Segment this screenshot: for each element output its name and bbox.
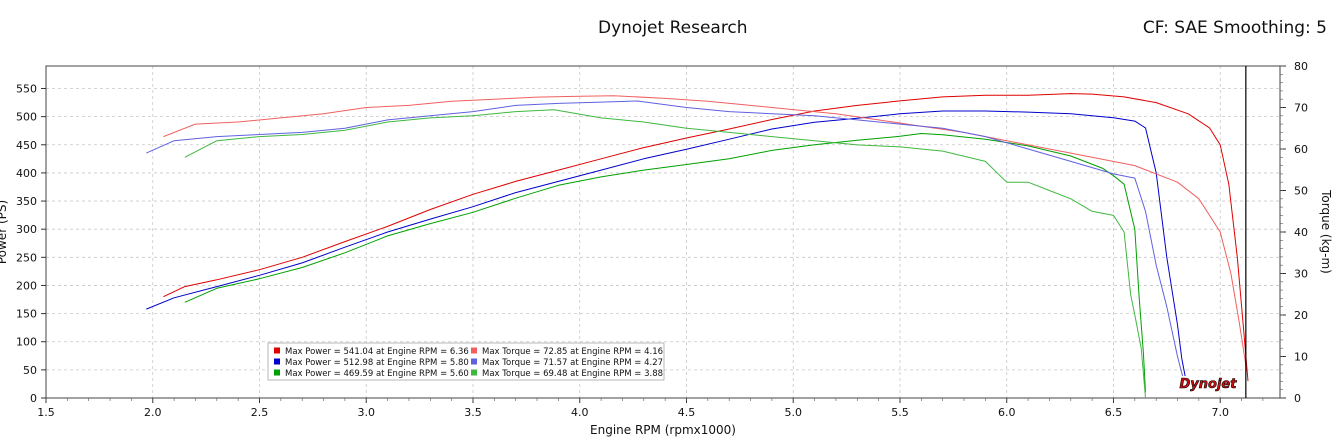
y2-tick-label: 30 — [1294, 268, 1308, 281]
y-tick-label: 350 — [16, 195, 37, 208]
correction-factor-label: CF: SAE Smoothing: 5 — [1142, 18, 1327, 38]
x-tick-label: 6.0 — [998, 406, 1016, 419]
y2-tick-label: 70 — [1294, 102, 1308, 115]
dynojet-logo: Dynojet — [1172, 376, 1244, 392]
series-line-torque3 — [184, 109, 1146, 399]
y2-tick-label: 50 — [1294, 185, 1308, 198]
y-tick-label: 150 — [16, 308, 37, 321]
y-axis-label: Power (PS) — [0, 200, 9, 264]
series-line-power1 — [163, 93, 1249, 382]
y2-axis-label: Torque (kg-m) — [1319, 189, 1333, 274]
x-axis-label: Engine RPM (rpmx1000) — [590, 423, 736, 437]
y-axis-right: 0 10 20 30 40 50 60 70 80 — [1280, 60, 1308, 405]
x-tick-label: 2.5 — [251, 406, 269, 419]
x-tick-label: 5.0 — [784, 406, 802, 419]
y-tick-label: 0 — [30, 392, 37, 405]
series-line-torque1 — [163, 95, 1247, 365]
series-group — [146, 93, 1249, 399]
y-tick-label: 300 — [16, 223, 37, 236]
legend-entry: Max Torque = 72.85 at Engine RPM = 4.16 — [482, 347, 663, 357]
y-tick-label: 550 — [16, 83, 37, 96]
y2-tick-label: 40 — [1294, 226, 1308, 239]
legend-swatch — [274, 347, 280, 354]
y2-tick-label: 0 — [1294, 392, 1301, 405]
series-line-power2 — [146, 110, 1187, 382]
y-tick-label: 50 — [23, 364, 37, 377]
legend-swatch — [471, 358, 477, 365]
series-line-torque2 — [146, 100, 1187, 390]
y-tick-label: 500 — [16, 111, 37, 124]
legend: Max Power = 541.04 at Engine RPM = 6.36M… — [267, 342, 665, 381]
y-tick-label: 200 — [16, 279, 37, 292]
legend-swatch — [471, 369, 477, 376]
x-tick-label: 5.5 — [891, 406, 909, 419]
y2-tick-label: 60 — [1294, 143, 1308, 156]
y-tick-label: 250 — [16, 251, 37, 264]
legend-entry: Max Power = 541.04 at Engine RPM = 6.36 — [285, 347, 469, 357]
y2-tick-label: 80 — [1294, 60, 1308, 73]
chart-title: Dynojet Research — [598, 18, 748, 38]
x-tick-label: 3.5 — [464, 406, 482, 419]
legend-swatch — [274, 369, 280, 376]
x-tick-label: 1.5 — [37, 406, 55, 419]
legend-entry: Max Power = 469.59 at Engine RPM = 5.60 — [285, 369, 469, 379]
x-axis: 1.5 2.0 2.5 3.0 3.5 4.0 4.5 5.0 5.5 6.0 6.5 7.0 — [37, 398, 1264, 419]
y-tick-label: 450 — [16, 139, 37, 152]
x-tick-label: 3.0 — [357, 406, 375, 419]
logo-text: Dynojet — [1180, 377, 1238, 392]
y-axis-left: 0 50 100 150 200 250 300 350 400 450 500 550 — [16, 83, 46, 405]
x-tick-label: 6.5 — [1105, 406, 1123, 419]
y-tick-label: 400 — [16, 167, 37, 180]
y-tick-label: 100 — [16, 336, 37, 349]
legend-entry: Max Torque = 69.48 at Engine RPM = 3.88 — [482, 369, 663, 379]
y2-tick-label: 20 — [1294, 309, 1308, 322]
series-line-power3 — [184, 133, 1146, 393]
x-tick-label: 2.0 — [144, 406, 162, 419]
x-tick-label: 4.5 — [678, 406, 696, 419]
logo-background — [1172, 376, 1244, 390]
x-tick-label: 7.0 — [1211, 406, 1229, 419]
y2-tick-label: 10 — [1294, 351, 1308, 364]
legend-swatch — [274, 358, 280, 365]
legend-box — [267, 342, 665, 381]
legend-entry: Max Torque = 71.57 at Engine RPM = 4.27 — [482, 358, 663, 368]
legend-entry: Max Power = 512.98 at Engine RPM = 5.80 — [285, 358, 469, 368]
x-tick-label: 4.0 — [571, 406, 589, 419]
legend-swatch — [471, 347, 477, 354]
